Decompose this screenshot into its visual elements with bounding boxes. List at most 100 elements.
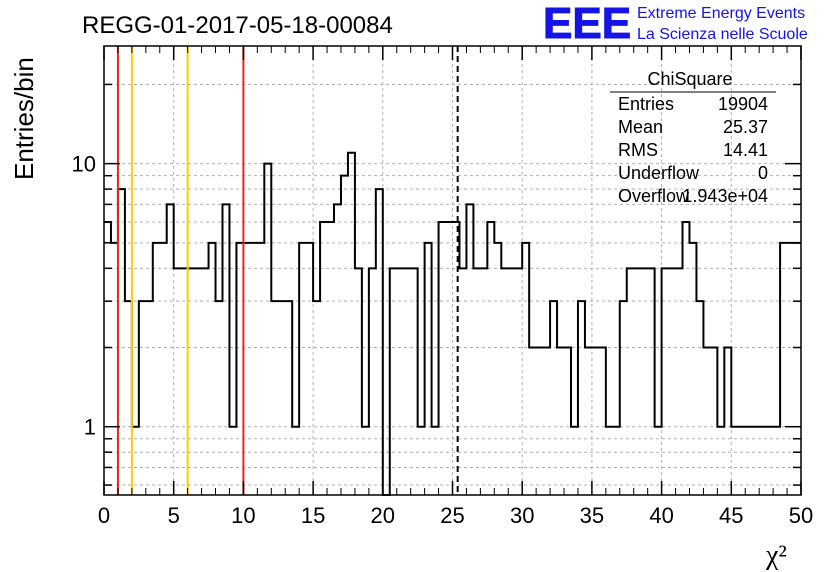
histogram-bin-23 <box>264 164 271 495</box>
histogram-bin-30 <box>313 301 320 495</box>
histogram-outline <box>104 151 801 496</box>
histogram-bin-92 <box>745 427 752 495</box>
histogram-bin-81 <box>669 268 676 495</box>
histogram-bin-59 <box>515 268 522 495</box>
histogram-bin-36 <box>355 268 362 495</box>
histogram-bin-71 <box>599 348 606 495</box>
histogram-bin-76 <box>634 268 641 495</box>
histogram-bin-63 <box>543 348 550 495</box>
histogram-bin-24 <box>271 301 278 495</box>
histogram-bin-12 <box>188 268 195 495</box>
histogram-bin-44 <box>411 268 418 495</box>
stats-value-underflow: 0 <box>758 163 768 183</box>
x-tick-label-1: 5 <box>168 503 180 528</box>
histogram-bin-29 <box>306 243 313 495</box>
x-tick-label-8: 40 <box>649 503 673 528</box>
histogram-bin-22 <box>257 243 264 495</box>
histogram-bin-84 <box>689 243 696 495</box>
histogram-bin-80 <box>662 268 669 495</box>
stats-label-entries: Entries <box>618 94 674 114</box>
histogram-bin-0 <box>104 222 111 495</box>
histogram-bin-65 <box>557 348 564 495</box>
x-tick-label-6: 30 <box>510 503 534 528</box>
histogram-bin-56 <box>494 243 501 495</box>
eee-logo-line1: Extreme Energy Events <box>637 5 805 22</box>
histogram-bin-74 <box>620 301 627 495</box>
stats-label-underflow: Underflow <box>618 163 700 183</box>
histogram-bin-98 <box>787 243 794 495</box>
y-tick-label-1: 10 <box>72 152 96 177</box>
y-axis-label: Entries/bin <box>9 57 39 180</box>
histogram-bin-97 <box>780 243 787 495</box>
histogram-bin-49 <box>446 222 453 495</box>
histogram-bin-11 <box>181 268 188 495</box>
histogram-bin-64 <box>550 301 557 495</box>
histogram-bin-99 <box>794 243 801 495</box>
histogram-bin-33 <box>334 204 341 495</box>
histogram-bin-45 <box>418 427 425 495</box>
histogram-bin-57 <box>501 268 508 495</box>
x-tick-label-2: 10 <box>231 503 255 528</box>
stats-label-overflow: Overflow <box>618 186 690 206</box>
histogram-bin-54 <box>480 268 487 495</box>
histogram-bin-79 <box>655 427 662 495</box>
histogram-bin-47 <box>432 427 439 495</box>
histogram-bin-62 <box>536 348 543 495</box>
histogram-bin-28 <box>299 243 306 495</box>
x-tick-label-7: 35 <box>580 503 604 528</box>
x-tick-label-10: 50 <box>789 503 813 528</box>
histogram-bin-70 <box>592 348 599 495</box>
histogram-bin-4 <box>132 427 139 495</box>
histogram-bin-83 <box>683 222 690 495</box>
histogram-bin-42 <box>397 268 404 495</box>
histogram-bin-90 <box>731 427 738 495</box>
x-tick-label-9: 45 <box>719 503 743 528</box>
histogram-bin-66 <box>564 348 571 495</box>
histogram-bin-3 <box>125 301 132 495</box>
histogram-bin-55 <box>487 222 494 495</box>
histogram-series <box>104 151 801 496</box>
stats-value-entries: 19904 <box>718 94 768 114</box>
histogram-bin-89 <box>724 348 731 495</box>
histogram-bin-37 <box>362 427 369 495</box>
histogram-bin-38 <box>369 268 376 495</box>
histogram-bin-27 <box>292 427 299 495</box>
axis-tick-labels: 0 5 10 15 20 25 30 35 40 45 50 1 10 <box>72 152 814 528</box>
histogram-bin-10 <box>174 268 181 495</box>
histogram-bin-18 <box>229 427 236 495</box>
histogram-bin-9 <box>167 204 174 495</box>
histogram-bin-15 <box>209 243 216 495</box>
histogram-bin-95 <box>766 427 773 495</box>
histogram-bin-35 <box>348 153 355 495</box>
histogram-bin-75 <box>627 268 634 495</box>
vertical-markers <box>116 46 459 495</box>
histogram-bin-91 <box>738 427 745 495</box>
histogram-bin-72 <box>606 427 613 495</box>
x-tick-label-0: 0 <box>98 503 110 528</box>
histogram-bin-14 <box>202 268 209 495</box>
histogram-bin-21 <box>250 243 257 495</box>
histogram-bin-77 <box>641 268 648 495</box>
histogram-bin-17 <box>222 204 229 495</box>
histogram-bin-46 <box>425 243 432 495</box>
eee-logo: EEE Extreme Energy Events La Scienza nel… <box>543 0 808 49</box>
histogram-bin-13 <box>195 268 202 495</box>
histogram-bin-5 <box>139 301 146 495</box>
stats-value-mean: 25.37 <box>723 117 768 137</box>
histogram-bin-53 <box>473 268 480 495</box>
x-tick-label-3: 15 <box>301 503 325 528</box>
histogram-bin-39 <box>376 189 383 495</box>
histogram-bin-19 <box>236 243 243 495</box>
histogram-bin-94 <box>759 427 766 495</box>
histogram-bin-16 <box>216 301 223 495</box>
histogram-bin-88 <box>717 427 724 495</box>
histogram-bin-41 <box>390 268 397 495</box>
histogram-bin-31 <box>320 222 327 495</box>
eee-logo-line2: La Scienza nelle Scuole <box>637 26 808 43</box>
x-axis-label: χ² <box>765 540 787 571</box>
x-tick-label-4: 20 <box>371 503 395 528</box>
histogram-bin-67 <box>571 427 578 495</box>
histogram-bin-82 <box>676 268 683 495</box>
histogram-bin-86 <box>703 348 710 495</box>
